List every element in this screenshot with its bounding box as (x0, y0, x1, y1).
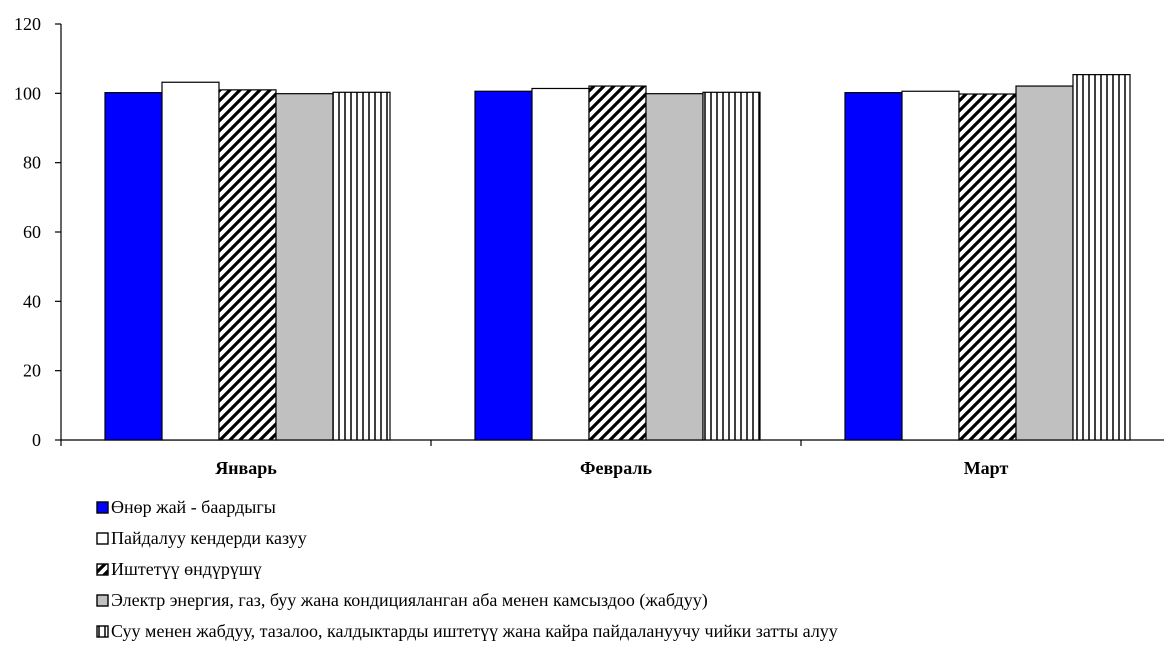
legend-item: Пайдалуу кендерди казуу (96, 523, 838, 554)
bar-3-4 (1015, 85, 1074, 441)
bar-2-4 (645, 93, 704, 441)
bar-chart: 0 20 40 60 80 100 120 Январь Февраль Март (14, 14, 1164, 478)
y-tick-label: 20 (23, 361, 41, 381)
chart-labels: 0 20 40 60 80 100 120 Январь Февраль Март (14, 14, 1008, 478)
x-category-label: Февраль (580, 458, 652, 478)
y-tick-label: 100 (14, 83, 41, 103)
bar-3-2 (901, 90, 960, 441)
legend-swatch (96, 594, 109, 607)
bar-3-3 (958, 93, 1017, 441)
bar-1-4 (275, 93, 334, 441)
bar-3-1 (844, 92, 903, 441)
y-tick-label: 0 (32, 430, 41, 450)
y-tick-label: 40 (23, 291, 41, 311)
y-tick-label: 60 (23, 222, 41, 242)
y-tick-label: 80 (23, 153, 41, 173)
legend-item: Иштетүү өндүрүшү (96, 554, 838, 585)
chart-legend: Өнөр жай - баардыгы Пайдалуу кендерди каз… (96, 492, 838, 647)
y-tick-label: 120 (14, 14, 41, 34)
bar-2-5 (702, 91, 761, 441)
legend-swatch (96, 625, 109, 638)
legend-swatch (96, 501, 109, 514)
legend-label: Пайдалуу кендерди казуу (111, 528, 307, 548)
bar-3-5 (1072, 74, 1131, 441)
legend-item: Электр энергия, газ, буу жана кондицияла… (96, 585, 838, 616)
legend-label: Суу менен жабдуу, тазалоо, калдыктарды и… (111, 621, 838, 641)
bar-1-1 (104, 92, 163, 441)
legend-swatch (96, 532, 109, 545)
legend-item: Өнөр жай - баардыгы (96, 492, 838, 523)
bar-1-5 (332, 91, 391, 441)
x-category-label: Март (964, 458, 1009, 478)
x-category-label: Январь (215, 458, 277, 478)
bar-1-2 (161, 81, 220, 441)
chart-bars (104, 74, 1131, 441)
legend-label: Иштетүү өндүрүшү (111, 559, 262, 579)
legend-label: Электр энергия, газ, буу жана кондицияла… (111, 590, 708, 610)
bar-2-3 (588, 85, 647, 441)
bar-2-1 (474, 90, 533, 441)
legend-label: Өнөр жай - баардыгы (111, 497, 276, 517)
bar-1-3 (218, 89, 277, 441)
bar-2-2 (531, 87, 590, 441)
legend-item: Суу менен жабдуу, тазалоо, калдыктарды и… (96, 616, 838, 647)
legend-swatch (96, 563, 109, 576)
